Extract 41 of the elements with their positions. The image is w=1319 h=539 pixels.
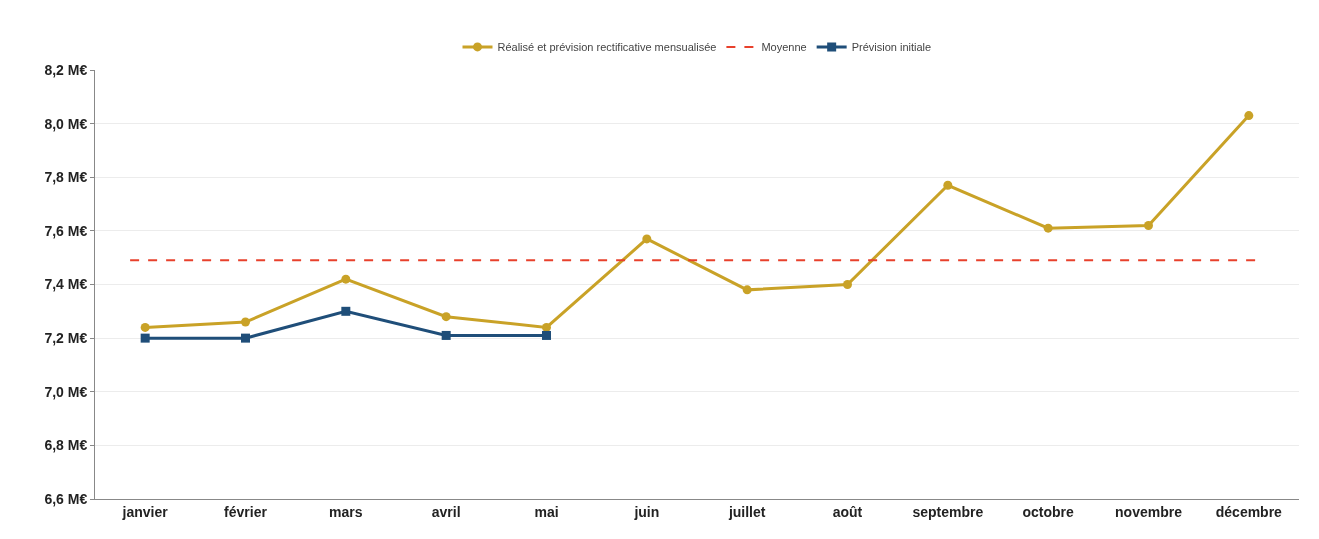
legend-label: Moyenne bbox=[761, 41, 807, 54]
legend-label: Réalisé et prévision rectificative mensualisée bbox=[497, 41, 717, 54]
point bbox=[843, 280, 852, 289]
x-tick-label: juillet bbox=[727, 503, 766, 520]
y-tick-label: 7,6 M€ bbox=[44, 222, 88, 239]
y-tick-label: 7,4 M€ bbox=[44, 276, 88, 293]
point bbox=[642, 234, 652, 244]
y-tick-label: 8,0 M€ bbox=[44, 115, 88, 132]
legend-label: Prévision initiale bbox=[851, 41, 932, 54]
x-tick-label: avril bbox=[431, 503, 461, 520]
point bbox=[1043, 223, 1053, 233]
x-tick-label: février bbox=[224, 503, 268, 520]
x-tick-label: octobre bbox=[1022, 503, 1075, 520]
point bbox=[1244, 111, 1254, 121]
point bbox=[542, 330, 551, 340]
point bbox=[441, 312, 451, 322]
x-tick-label: novembre bbox=[1115, 503, 1183, 520]
point bbox=[341, 306, 351, 316]
point bbox=[140, 322, 150, 332]
y-tick-label: 8,2 M€ bbox=[44, 61, 88, 78]
y-tick-label: 6,8 M€ bbox=[44, 437, 88, 454]
y-tick-label: 6,6 M€ bbox=[44, 490, 88, 507]
point bbox=[341, 274, 351, 284]
x-tick-label: décembre bbox=[1215, 503, 1283, 520]
point bbox=[742, 285, 752, 295]
point bbox=[1144, 221, 1153, 231]
point bbox=[542, 322, 551, 332]
x-tick-label: août bbox=[832, 503, 863, 520]
point bbox=[241, 333, 250, 343]
point bbox=[140, 333, 150, 343]
point bbox=[441, 330, 451, 340]
x-tick-label: janvier bbox=[121, 503, 169, 520]
point bbox=[241, 317, 250, 327]
x-tick-label: mars bbox=[329, 503, 363, 520]
point bbox=[943, 180, 953, 190]
y-tick-label: 7,8 M€ bbox=[44, 169, 88, 186]
x-tick-label: mai bbox=[534, 503, 559, 520]
x-tick-label: juin bbox=[633, 503, 660, 520]
y-tick-label: 7,2 M€ bbox=[44, 330, 88, 347]
x-tick-label: septembre bbox=[912, 503, 984, 520]
y-tick-label: 7,0 M€ bbox=[44, 383, 88, 400]
